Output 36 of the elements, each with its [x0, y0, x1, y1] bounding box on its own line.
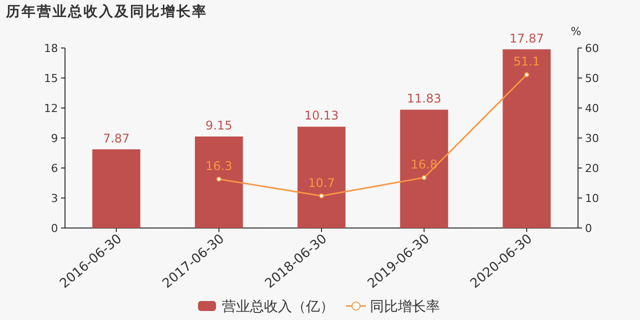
- bar: [400, 110, 448, 228]
- y2-tick-label: 60: [585, 42, 599, 55]
- data-label: 17.87: [510, 31, 544, 46]
- y-tick-label: 6: [51, 162, 58, 175]
- y-tick-label: 0: [51, 222, 58, 235]
- y-tick-label: 9: [51, 132, 58, 145]
- data-label: 16.8: [410, 158, 438, 172]
- y-tick-label: 3: [51, 192, 58, 205]
- data-label: 7.87: [102, 131, 130, 146]
- y-tick-label: 12: [44, 102, 58, 115]
- y2-tick-label: 30: [585, 132, 599, 145]
- point: [319, 193, 324, 198]
- data-label: 11.83: [406, 92, 442, 106]
- data-label: 16.3: [206, 159, 232, 174]
- y-tick-label: 18: [44, 42, 58, 55]
- y2-tick-label: 20: [585, 162, 599, 175]
- y2-tick-label: 10: [585, 192, 599, 205]
- y-tick-label: 15: [44, 72, 58, 85]
- bar: [194, 136, 243, 228]
- bar: [298, 126, 346, 228]
- chart-title: 历年营业总收入及同比增长率: [5, 3, 208, 20]
- data-label: 51.1: [513, 54, 540, 69]
- point: [524, 72, 530, 78]
- y2-tick-label: 50: [585, 72, 599, 85]
- legend-label: 同比增长率: [370, 299, 440, 315]
- y2-tick-label: 40: [585, 102, 599, 115]
- data-label: 10.7: [308, 176, 335, 190]
- point: [422, 175, 427, 180]
- y2-tick-label: 0: [585, 222, 592, 235]
- data-label: 10.13: [304, 108, 339, 123]
- data-label: 9.15: [206, 118, 232, 132]
- y2-axis-title: %: [570, 25, 582, 38]
- legend-label: 营业总收入（亿）: [222, 299, 334, 315]
- bar: [502, 49, 551, 228]
- bar: [92, 149, 140, 228]
- point: [216, 176, 222, 182]
